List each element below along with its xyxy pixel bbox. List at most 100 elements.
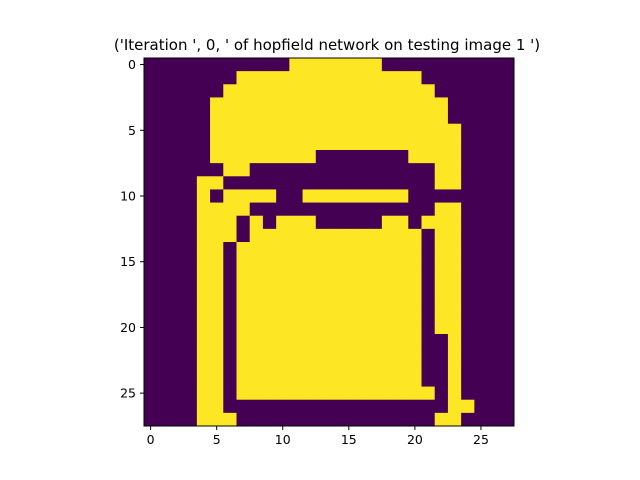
heatmap-cell-r20-c20: [408, 320, 422, 335]
heatmap-cell-r7-c20: [408, 150, 422, 164]
heatmap-cell-r11-c15: [342, 202, 356, 217]
heatmap-cell-r23-c2: [170, 360, 185, 374]
heatmap-cell-r11-c2: [170, 202, 185, 217]
heatmap-cell-r8-c20: [408, 163, 422, 177]
heatmap-cell-r24-c13: [315, 373, 330, 387]
heatmap-cell-r27-c21: [421, 412, 436, 427]
heatmap-cell-r9-c13: [315, 176, 330, 190]
heatmap-cell-r11-c10: [276, 202, 290, 217]
heatmap-cell-r22-c10: [276, 347, 290, 361]
heatmap-cell-r15-c2: [170, 255, 185, 269]
heatmap-cell-r17-c5: [210, 281, 224, 295]
heatmap-cell-r1-c10: [276, 71, 290, 85]
heatmap-cell-r5-c7: [236, 123, 251, 138]
heatmap-cell-r1-c22: [434, 71, 449, 85]
heatmap-cell-r15-c7: [236, 255, 251, 269]
heatmap-cell-r4-c8: [249, 110, 264, 125]
heatmap-cell-r17-c25: [474, 281, 488, 295]
heatmap-cell-r16-c1: [157, 268, 171, 282]
heatmap-cell-r26-c2: [170, 399, 185, 414]
heatmap-cell-r12-c2: [170, 215, 185, 230]
heatmap-cell-r24-c24: [461, 373, 475, 387]
heatmap-cell-r22-c3: [183, 347, 198, 361]
heatmap-cell-r13-c3: [183, 228, 198, 243]
heatmap-cell-r12-c1: [157, 215, 171, 230]
heatmap-cell-r27-c3: [183, 412, 198, 427]
heatmap-cell-r19-c10: [276, 307, 290, 322]
heatmap-cell-r4-c25: [474, 110, 488, 125]
heatmap-cell-r3-c5: [210, 97, 224, 111]
heatmap-cell-r11-c5: [210, 202, 224, 217]
heatmap-cell-r9-c1: [157, 176, 171, 190]
heatmap-cell-r24-c26: [487, 373, 502, 387]
heatmap-cell-r19-c19: [395, 307, 409, 322]
heatmap-cell-r9-c2: [170, 176, 185, 190]
heatmap-cell-r20-c26: [487, 320, 502, 335]
heatmap-cell-r3-c15: [342, 97, 356, 111]
y-tick-label-15: 15: [120, 254, 136, 269]
heatmap-cell-r3-c3: [183, 97, 198, 111]
heatmap-cell-r3-c19: [395, 97, 409, 111]
heatmap-cell-r18-c20: [408, 294, 422, 309]
x-tick-label-10: 10: [275, 432, 291, 447]
heatmap-cell-r21-c4: [196, 334, 211, 348]
heatmap-cell-r18-c1: [157, 294, 171, 309]
heatmap-cell-r25-c8: [249, 386, 264, 401]
heatmap-cell-r25-c16: [355, 386, 370, 401]
heatmap-cell-r24-c19: [395, 373, 409, 387]
heatmap-cell-r21-c23: [447, 334, 462, 348]
heatmap-cell-r27-c0: [144, 412, 158, 427]
heatmap-cell-r9-c7: [236, 176, 251, 190]
heatmap-cell-r18-c27: [500, 294, 515, 309]
heatmap-cell-r6-c24: [461, 136, 475, 151]
heatmap-cell-r11-c20: [408, 202, 422, 217]
heatmap-cell-r20-c17: [368, 320, 383, 335]
heatmap-cell-r1-c0: [144, 71, 158, 85]
heatmap-cell-r12-c5: [210, 215, 224, 230]
heatmap-cell-r26-c4: [196, 399, 211, 414]
heatmap-cell-r10-c11: [289, 189, 303, 203]
heatmap-cell-r21-c12: [302, 334, 317, 348]
heatmap-cell-r19-c9: [262, 307, 277, 322]
heatmap-cell-r18-c17: [368, 294, 383, 309]
heatmap-cell-r24-c14: [329, 373, 343, 387]
heatmap-cell-r9-c19: [395, 176, 409, 190]
heatmap-cell-r6-c19: [395, 136, 409, 151]
heatmap-cell-r17-c8: [249, 281, 264, 295]
heatmap-cell-r9-c17: [368, 176, 383, 190]
heatmap-cell-r13-c25: [474, 228, 488, 243]
heatmap-cell-r0-c15: [342, 58, 356, 72]
heatmap-cell-r10-c0: [144, 189, 158, 203]
heatmap-cell-r20-c14: [329, 320, 343, 335]
heatmap-cell-r10-c12: [302, 189, 317, 203]
heatmap-cell-r7-c16: [355, 150, 370, 164]
heatmap-cell-r1-c8: [249, 71, 264, 85]
heatmap-cell-r12-c19: [395, 215, 409, 230]
heatmap-cell-r10-c4: [196, 189, 211, 203]
heatmap-cell-r27-c4: [196, 412, 211, 427]
heatmap-cell-r7-c24: [461, 150, 475, 164]
heatmap-cell-r17-c10: [276, 281, 290, 295]
heatmap-cell-r21-c5: [210, 334, 224, 348]
heatmap-cell-r26-c5: [210, 399, 224, 414]
heatmap-cell-r22-c1: [157, 347, 171, 361]
heatmap-cell-r21-c18: [381, 334, 396, 348]
heatmap-cell-r16-c20: [408, 268, 422, 282]
heatmap-cell-r21-c26: [487, 334, 502, 348]
heatmap-cell-r21-c20: [408, 334, 422, 348]
heatmap-cell-r16-c7: [236, 268, 251, 282]
heatmap-cell-r17-c23: [447, 281, 462, 295]
heatmap-cell-r21-c14: [329, 334, 343, 348]
heatmap-cell-r2-c4: [196, 84, 211, 98]
heatmap-cell-r23-c27: [500, 360, 515, 374]
heatmap-cell-r20-c2: [170, 320, 185, 335]
heatmap-cell-r0-c20: [408, 58, 422, 72]
heatmap-cell-r25-c26: [487, 386, 502, 401]
heatmap-cell-r16-c9: [262, 268, 277, 282]
heatmap-cell-r17-c19: [395, 281, 409, 295]
heatmap-cell-r1-c16: [355, 71, 370, 85]
heatmap-cell-r25-c15: [342, 386, 356, 401]
heatmap-cell-r27-c22: [434, 412, 449, 427]
heatmap-cell-r25-c20: [408, 386, 422, 401]
heatmap-cell-r23-c4: [196, 360, 211, 374]
